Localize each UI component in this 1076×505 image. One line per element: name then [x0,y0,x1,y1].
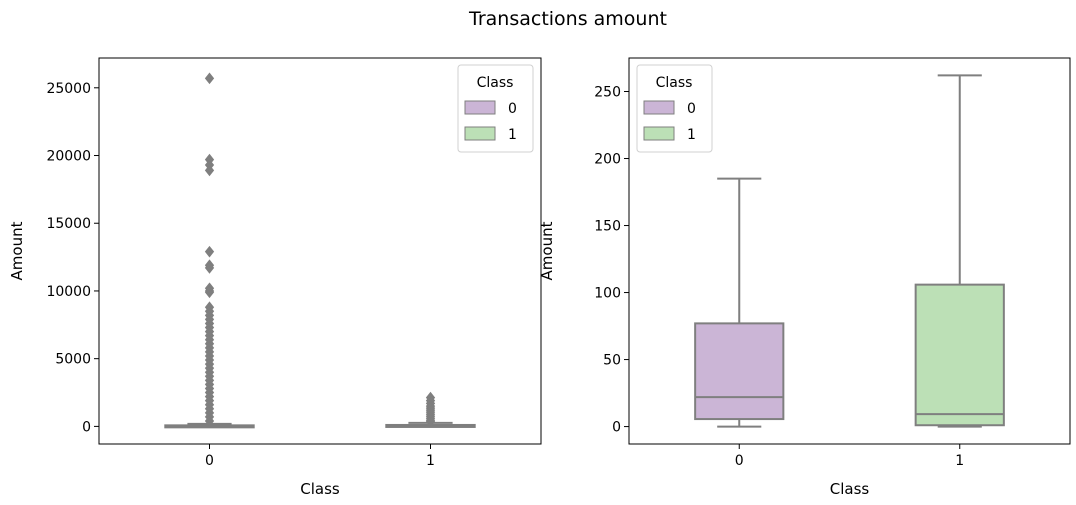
legend-swatch-0 [464,100,496,115]
outlier-point [204,286,215,299]
box-class-1 [914,74,1005,428]
legend-swatch-1 [643,126,675,141]
legend-title: Class [477,75,514,91]
x-tick-label: 0 [205,453,214,469]
axes-frame [628,57,1071,445]
outlier-point [204,262,215,274]
x-axis-label: Class [300,480,340,498]
y-tick-label: 5000 [55,352,91,368]
y-tick-label: 15000 [46,216,91,232]
x-tick-label: 1 [955,453,964,469]
y-tick-label: 250 [594,85,621,101]
y-axis-label: Amount [538,221,556,280]
axes-frame [98,57,542,445]
legend-label-1: 1 [508,127,517,143]
box [914,283,1005,427]
legend: Class 0 1 [636,64,713,153]
box [694,322,785,421]
y-tick-label: 25000 [46,81,91,97]
legend-label-1: 1 [687,127,696,143]
y-tick-label: 50 [603,353,621,369]
x-tick-label: 1 [426,453,435,469]
y-tick-label: 0 [612,420,621,436]
legend: Class 0 1 [457,64,534,153]
legend-swatch-0 [643,100,675,115]
y-tick-label: 10000 [46,284,91,300]
outlier-point [204,72,215,85]
right-boxplot-panel: 0 50 100 150 200 250 0 1 Class Amount Class 0 1 [538,57,1071,498]
outlier-point [204,164,215,177]
legend-title: Class [656,75,693,91]
legend-label-0: 0 [508,101,517,117]
y-axis-label: Amount [8,221,26,280]
left-boxplot-panel: 0 5000 10000 15000 20000 25000 0 1 Class Amount Cl… [8,57,542,498]
legend-label-0: 0 [687,101,696,117]
outlier-point [204,245,215,258]
figure-title: Transactions amount [468,8,667,30]
box-class-0 [694,177,785,428]
legend-swatch-1 [464,126,496,141]
box-class-1 [385,391,476,428]
y-tick-label: 0 [82,419,91,435]
y-tick-label: 200 [594,152,621,168]
y-tick-label: 100 [594,286,621,302]
y-tick-label: 20000 [46,149,91,165]
outlier-point [204,415,215,427]
y-tick-label: 150 [594,219,621,235]
box-class-0 [164,72,255,429]
x-tick-label: 0 [735,453,744,469]
outlier-point [425,415,436,428]
x-axis-label: Class [830,480,870,498]
